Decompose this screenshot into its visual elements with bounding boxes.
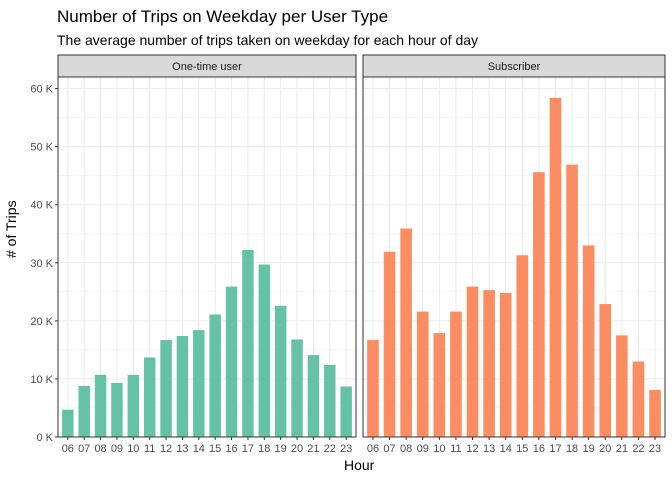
x-tick-label: 23	[340, 443, 352, 455]
bar	[533, 172, 545, 437]
chart-title: Number of Trips on Weekday per User Type	[57, 7, 389, 26]
x-tick-label: 23	[649, 443, 661, 455]
x-tick-label: 15	[516, 443, 528, 455]
bar	[111, 383, 123, 437]
panel-background	[58, 77, 356, 437]
bar	[400, 228, 412, 437]
bar	[127, 374, 140, 437]
bar	[549, 97, 562, 437]
x-tick-label: 12	[466, 443, 478, 455]
bar	[209, 314, 221, 437]
bar	[225, 286, 238, 437]
bar	[176, 335, 189, 437]
bar	[242, 250, 254, 437]
y-tick-label: 0 K	[36, 432, 53, 444]
bar	[258, 264, 271, 437]
y-tick-label: 30 K	[30, 258, 53, 270]
y-tick-label: 40 K	[30, 200, 53, 212]
x-tick-label: 18	[566, 443, 578, 455]
x-axis-label: Hour	[344, 457, 375, 473]
bar	[516, 255, 529, 437]
x-tick-label: 06	[367, 443, 379, 455]
panel-border	[362, 76, 666, 438]
x-tick-label: 08	[94, 443, 106, 455]
x-tick-label: 12	[160, 443, 172, 455]
bar	[582, 245, 595, 437]
bar	[78, 385, 90, 437]
x-tick-label: 16	[225, 443, 237, 455]
x-tick-label: 09	[111, 443, 123, 455]
bar	[450, 311, 462, 437]
bar	[160, 340, 172, 437]
bar	[193, 330, 205, 437]
y-tick-label: 10 K	[30, 374, 53, 386]
bar	[324, 365, 336, 437]
x-tick-label: 21	[616, 443, 628, 455]
x-tick-label: 06	[62, 443, 74, 455]
bar	[291, 339, 303, 437]
bar	[433, 333, 446, 437]
x-tick-label: 22	[324, 443, 336, 455]
x-tick-label: 11	[144, 443, 155, 455]
x-tick-label: 11	[450, 443, 461, 455]
bar	[94, 374, 107, 437]
x-tick-label: 20	[599, 443, 611, 455]
bar	[340, 386, 352, 437]
bar	[274, 305, 287, 437]
bar	[466, 286, 479, 437]
x-tick-label: 14	[193, 443, 205, 455]
x-tick-label: 13	[176, 443, 188, 455]
chart-subtitle: The average number of trips taken on wee…	[57, 32, 479, 48]
x-tick-label: 13	[483, 443, 495, 455]
x-tick-label: 17	[242, 443, 254, 455]
x-tick-label: 21	[307, 443, 319, 455]
facet-label: Subscriber	[488, 61, 541, 73]
x-tick-label: 16	[533, 443, 545, 455]
bar	[616, 335, 628, 437]
facet-label: One-time user	[172, 61, 242, 73]
panel-border	[57, 76, 357, 438]
y-tick-label: 20 K	[30, 316, 53, 328]
bar	[143, 357, 156, 437]
x-tick-label: 15	[209, 443, 221, 455]
bar	[367, 340, 379, 437]
x-tick-label: 19	[583, 443, 595, 455]
x-tick-label: 17	[549, 443, 561, 455]
x-tick-label: 09	[417, 443, 429, 455]
bar	[599, 304, 612, 437]
x-tick-label: 10	[433, 443, 445, 455]
x-tick-label: 22	[632, 443, 644, 455]
bar	[649, 389, 661, 437]
bar	[416, 311, 429, 437]
bar	[483, 290, 495, 437]
y-tick-label: 60 K	[30, 84, 53, 96]
panel-background	[363, 77, 665, 437]
bar	[632, 361, 645, 437]
x-tick-label: 20	[291, 443, 303, 455]
bar	[499, 293, 512, 437]
x-tick-label: 19	[275, 443, 287, 455]
x-tick-label: 08	[400, 443, 412, 455]
bar	[383, 251, 396, 437]
x-tick-label: 07	[383, 443, 395, 455]
bar	[62, 409, 74, 437]
x-tick-label: 18	[258, 443, 270, 455]
bar	[566, 164, 578, 437]
x-tick-label: 10	[127, 443, 139, 455]
x-tick-label: 14	[500, 443, 512, 455]
y-tick-label: 50 K	[30, 142, 53, 154]
x-tick-label: 07	[78, 443, 90, 455]
bar	[307, 355, 320, 437]
